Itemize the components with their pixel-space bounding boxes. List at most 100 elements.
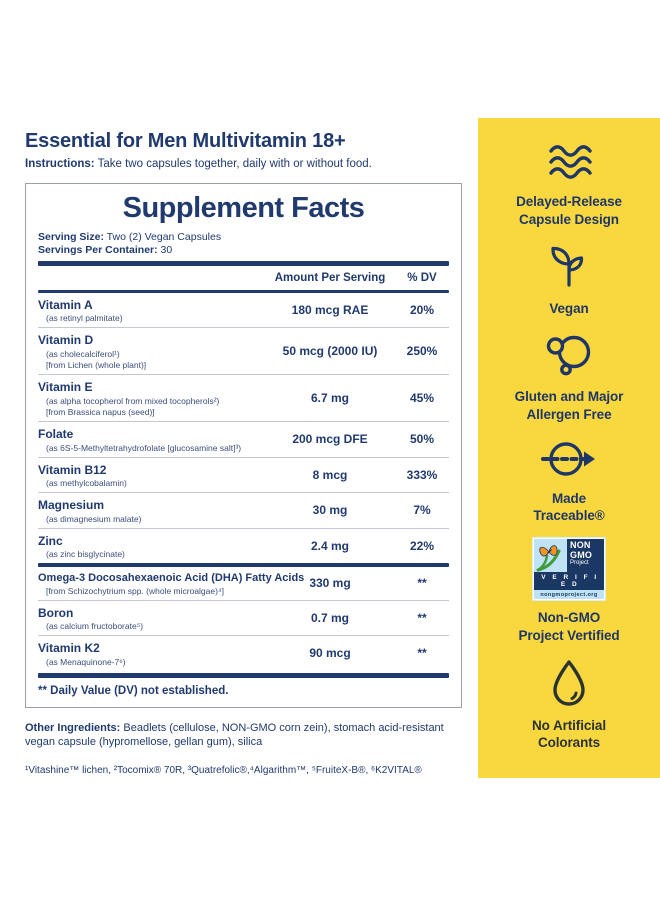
amount-value: 8 mcg: [312, 467, 348, 482]
thick-divider: [38, 261, 449, 266]
supplement-facts-panel: Supplement Facts Serving Size: Two (2) V…: [25, 183, 462, 708]
feature-label: Gluten and Major Allergen Free: [514, 389, 624, 422]
servings-per-container-line: Servings Per Container: 30: [38, 244, 449, 256]
thick-divider: [38, 563, 449, 567]
nutrient-source-2: [from Lichen (whole plant)]: [46, 360, 147, 370]
feature-label: No Artificial Colorants: [532, 717, 606, 751]
table-row-vitamin-e: Vitamin E (as alpha tocopherol from mixed…: [38, 374, 449, 421]
nutrient-name: Folate: [38, 427, 74, 441]
servings-per-container-label: Servings Per Container:: [38, 244, 158, 256]
nutrient-name: Vitamin B12: [38, 462, 107, 477]
feature-label: Non-GMO Project Vertified: [518, 610, 620, 643]
nutrient-name: Vitamin K2: [38, 641, 100, 655]
col-header-amount: Amount Per Serving: [274, 272, 386, 284]
dv-value: **: [417, 610, 427, 625]
nutrient-source: (as retinyl palmitate): [46, 313, 123, 323]
table-row-vitamin-a: Vitamin A (as retinyl palmitate) 180 mcg …: [38, 293, 449, 328]
amount-value: 330 mg: [309, 576, 351, 591]
amount-value: 0.7 mg: [310, 610, 349, 625]
feature-vegan: Vegan: [546, 241, 592, 318]
feature-label: Vegan: [549, 301, 589, 317]
amount-value: 90 mcg: [309, 646, 351, 661]
nutrient-name: Vitamin A: [38, 297, 93, 312]
table-row-zinc: Zinc (as zinc bisglycinate) 2.4 mg 22%: [38, 527, 449, 564]
traceable-arrow-circle-icon: [540, 437, 598, 481]
amount-value: 30 mg: [312, 503, 348, 518]
table-row-vitamin-k2: Vitamin K2 (as Menaquinone-7⁶) 90 mcg **: [38, 635, 449, 671]
nutrient-source: (as Menaquinone-7⁶): [46, 656, 126, 667]
other-ingredients-label: Other Ingredients:: [25, 721, 121, 734]
trademark-footnotes: ¹Vitashine™ lichen, ²Tocomix® 70R, ³Quat…: [25, 765, 422, 777]
table-row-boron: Boron (as calcium fructoborate⁵) 0.7 mg *…: [38, 599, 449, 636]
badge-word-project: Project: [570, 560, 589, 567]
badge-word-non: NON: [570, 540, 591, 551]
droplet-icon: [548, 658, 590, 708]
allergen-free-circles-icon: [543, 331, 595, 379]
table-row-folate: Folate (as 6S-5-Methyltetrahydrofolate [g…: [38, 421, 449, 457]
dv-value: 50%: [409, 432, 435, 447]
nutrient-name: Vitamin D: [38, 333, 94, 347]
dv-value: 45%: [409, 391, 435, 405]
nutrient-name: Vitamin E: [38, 380, 93, 394]
feature-non-gmo: NON GMO Project V E R I F I E D nongmopr…: [518, 538, 620, 644]
dv-value: **: [417, 576, 427, 591]
amount-value: 6.7 mg: [310, 391, 349, 405]
feature-label: Delayed-Release Capsule Design: [516, 194, 622, 227]
medium-divider: [38, 290, 449, 293]
dv-value: 20%: [409, 302, 435, 317]
butterfly-graphic: [534, 539, 567, 572]
label-main-column: Essential for Men Multivitamin 18+ Instr…: [25, 130, 462, 786]
table-header-row: Amount Per Serving % DV: [38, 266, 449, 290]
instructions-label: Instructions:: [25, 158, 95, 170]
nutrient-source: [from Schizochytrium spp. (whole microal…: [46, 585, 224, 596]
dv-value: 7%: [413, 503, 431, 518]
sprout-icon: [546, 241, 592, 291]
table-row-omega3-dha: Omega-3 Docosahexaenoic Acid (DHA) Fatty…: [38, 567, 449, 600]
nutrient-source: (as methylcobalamin): [46, 478, 127, 488]
nutrient-source: (as alpha tocopherol from mixed tocopher…: [46, 395, 220, 406]
dv-value: 22%: [409, 538, 435, 553]
nutrient-name: Omega-3 Docosahexaenoic Acid (DHA) Fatty…: [38, 572, 305, 584]
other-ingredients-text: Beadlets (cellulose, NON-GMO corn zein),…: [25, 721, 444, 749]
instructions-line: Instructions: Take two capsules together…: [25, 158, 462, 170]
amount-value: 200 mcg DFE: [292, 432, 368, 447]
feature-made-traceable: Made Traceable®: [533, 437, 605, 525]
supplement-facts-title: Supplement Facts: [122, 192, 365, 224]
nutrient-source: (as zinc bisglycinate): [46, 549, 125, 559]
thick-divider: [38, 672, 449, 678]
feature-label: Made Traceable®: [533, 490, 605, 524]
product-title: Essential for Men Multivitamin 18+: [25, 130, 346, 152]
feature-allergen-free: Gluten and Major Allergen Free: [514, 331, 624, 423]
feature-delayed-release: Delayed-Release Capsule Design: [516, 142, 622, 228]
table-row-vitamin-b12: Vitamin B12 (as methylcobalamin) 8 mcg 33…: [38, 456, 449, 493]
non-gmo-project-verified-badge: NON GMO Project V E R I F I E D nongmopr…: [533, 538, 605, 601]
col-header-dv: % DV: [407, 272, 437, 284]
nutrient-source: (as cholecalciferol¹): [46, 348, 120, 359]
dv-not-established-note: ** Daily Value (DV) not established.: [38, 684, 229, 697]
dv-value: 250%: [406, 344, 438, 358]
badge-verified-band: V E R I F I E D: [534, 572, 604, 591]
serving-size-value: Two (2) Vegan Capsules: [103, 231, 222, 243]
nutrient-source: (as 6S-5-Methyltetrahydrofolate [glucosa…: [46, 442, 242, 453]
feature-sidebar: Delayed-Release Capsule Design Vegan Glu…: [478, 118, 660, 778]
nutrient-source: (as dimagnesium malate): [46, 513, 142, 524]
nutrient-source: (as calcium fructoborate⁵): [46, 621, 144, 631]
dv-value: 333%: [406, 467, 438, 482]
table-row-vitamin-d: Vitamin D (as cholecalciferol¹) [from Lich…: [38, 327, 449, 374]
badge-word-gmo: GMO: [570, 549, 593, 560]
dv-value: **: [417, 646, 427, 661]
serving-size-label: Serving Size:: [38, 231, 104, 243]
amount-value: 50 mcg (2000 IU): [282, 344, 378, 358]
feature-no-artificial-colorants: No Artificial Colorants: [532, 658, 606, 752]
badge-nongmo-text: NON GMO Project: [567, 539, 604, 573]
badge-url: nongmoproject.org: [540, 591, 598, 598]
nutrient-name: Boron: [38, 605, 74, 620]
other-ingredients: Other Ingredients: Beadlets (cellulose, …: [25, 721, 457, 751]
table-row-magnesium: Magnesium (as dimagnesium malate) 30 mg 7…: [38, 492, 449, 528]
amount-value: 180 mcg RAE: [291, 302, 369, 317]
serving-size-line: Serving Size: Two (2) Vegan Capsules: [38, 231, 449, 243]
servings-per-container-value: 30: [157, 244, 173, 256]
nutrient-name: Zinc: [38, 533, 63, 548]
amount-value: 2.4 mg: [310, 538, 349, 553]
waves-icon: [544, 142, 594, 184]
